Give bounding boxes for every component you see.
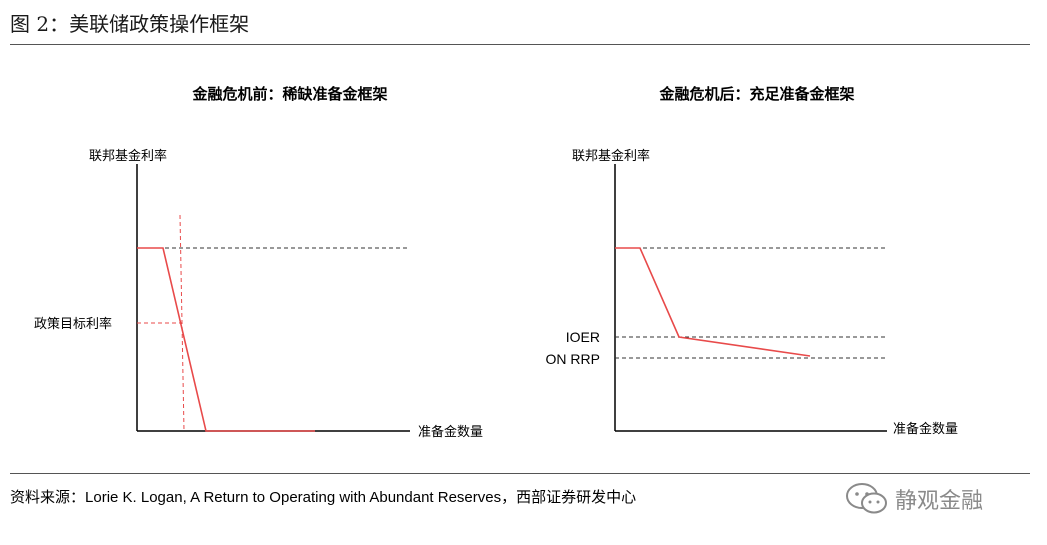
top-divider	[10, 44, 1030, 45]
left-y-axis-label: 联邦基金利率	[89, 148, 167, 164]
left-demand-curve	[137, 247, 315, 432]
right-demand-curve	[615, 247, 811, 357]
watermark: 静观金融	[845, 482, 983, 516]
wechat-icon	[846, 483, 887, 514]
right-panel: 金融危机后：充足准备金框架 联邦基金利率 准备金数量 IOER ON RRP	[546, 85, 958, 437]
right-ioer-label: IOER	[566, 329, 600, 345]
source-prefix: 资料来源：	[10, 488, 86, 506]
left-panel-title: 金融危机前：稀缺准备金框架	[191, 85, 387, 103]
left-target-rate-label: 政策目标利率	[34, 316, 112, 332]
left-x-axis-label: 准备金数量	[418, 424, 483, 440]
bottom-divider	[10, 473, 1030, 474]
right-x-axis-label: 准备金数量	[893, 421, 958, 437]
source-organization: 西部证券研发中心	[516, 488, 637, 506]
figure-title: 图 2：美联储政策操作框架	[10, 12, 250, 36]
left-panel: 金融危机前：稀缺准备金框架 联邦基金利率 准备金数量 政策目标利率	[34, 85, 483, 440]
source-reference: Lorie K. Logan, A Return to Operating wi…	[85, 489, 517, 506]
watermark-text: 静观金融	[895, 489, 984, 514]
right-y-axis-label: 联邦基金利率	[572, 148, 650, 164]
source-note: 资料来源：Lorie K. Logan, A Return to Operati…	[10, 486, 636, 507]
right-panel-title: 金融危机后：充足准备金框架	[658, 85, 854, 103]
left-supply-line	[179, 214, 185, 432]
right-onrrp-label: ON RRP	[546, 351, 600, 367]
